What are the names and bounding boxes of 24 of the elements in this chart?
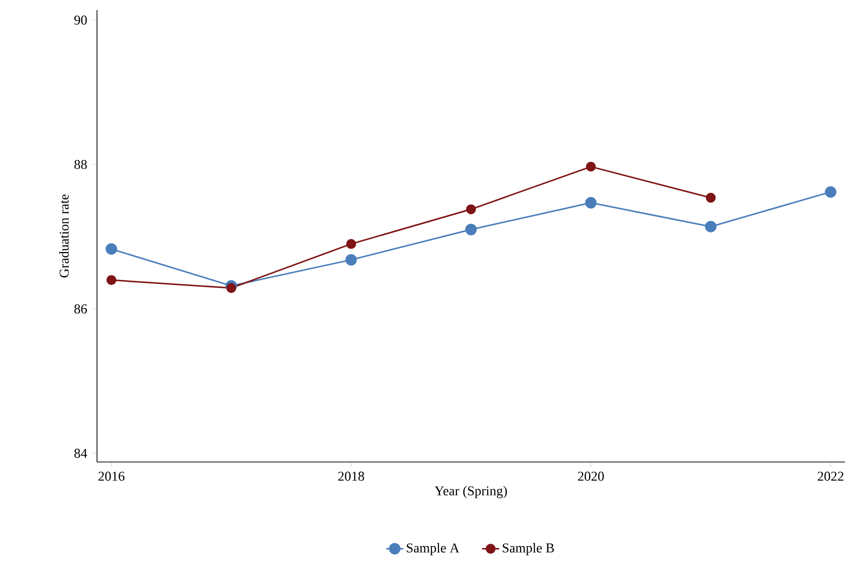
y-tick-label: 84 xyxy=(74,448,88,458)
point xyxy=(585,197,597,209)
point xyxy=(346,238,356,249)
point xyxy=(705,220,717,232)
point xyxy=(824,186,836,198)
y-tick-label: 88 xyxy=(74,160,87,170)
y-tick-label: 86 xyxy=(74,304,87,314)
x-tick-label: 2016 xyxy=(98,472,124,481)
point xyxy=(106,275,116,285)
legend-label: Sample A xyxy=(406,543,460,556)
point xyxy=(226,283,236,293)
y-tick-label: 90 xyxy=(74,16,87,25)
x-axis-title: Year (Spring) xyxy=(434,486,507,498)
x-tick-label: 2018 xyxy=(338,472,364,481)
y-axis-title: Graduation rate xyxy=(59,194,69,278)
x-tick-label: 2020 xyxy=(578,472,604,481)
point xyxy=(586,162,596,172)
point xyxy=(706,192,716,203)
point xyxy=(345,254,357,266)
point xyxy=(106,243,118,255)
legend-label: Sample B xyxy=(502,543,554,556)
point xyxy=(465,224,477,236)
point xyxy=(466,204,476,214)
x-tick-label: 2022 xyxy=(818,472,844,481)
